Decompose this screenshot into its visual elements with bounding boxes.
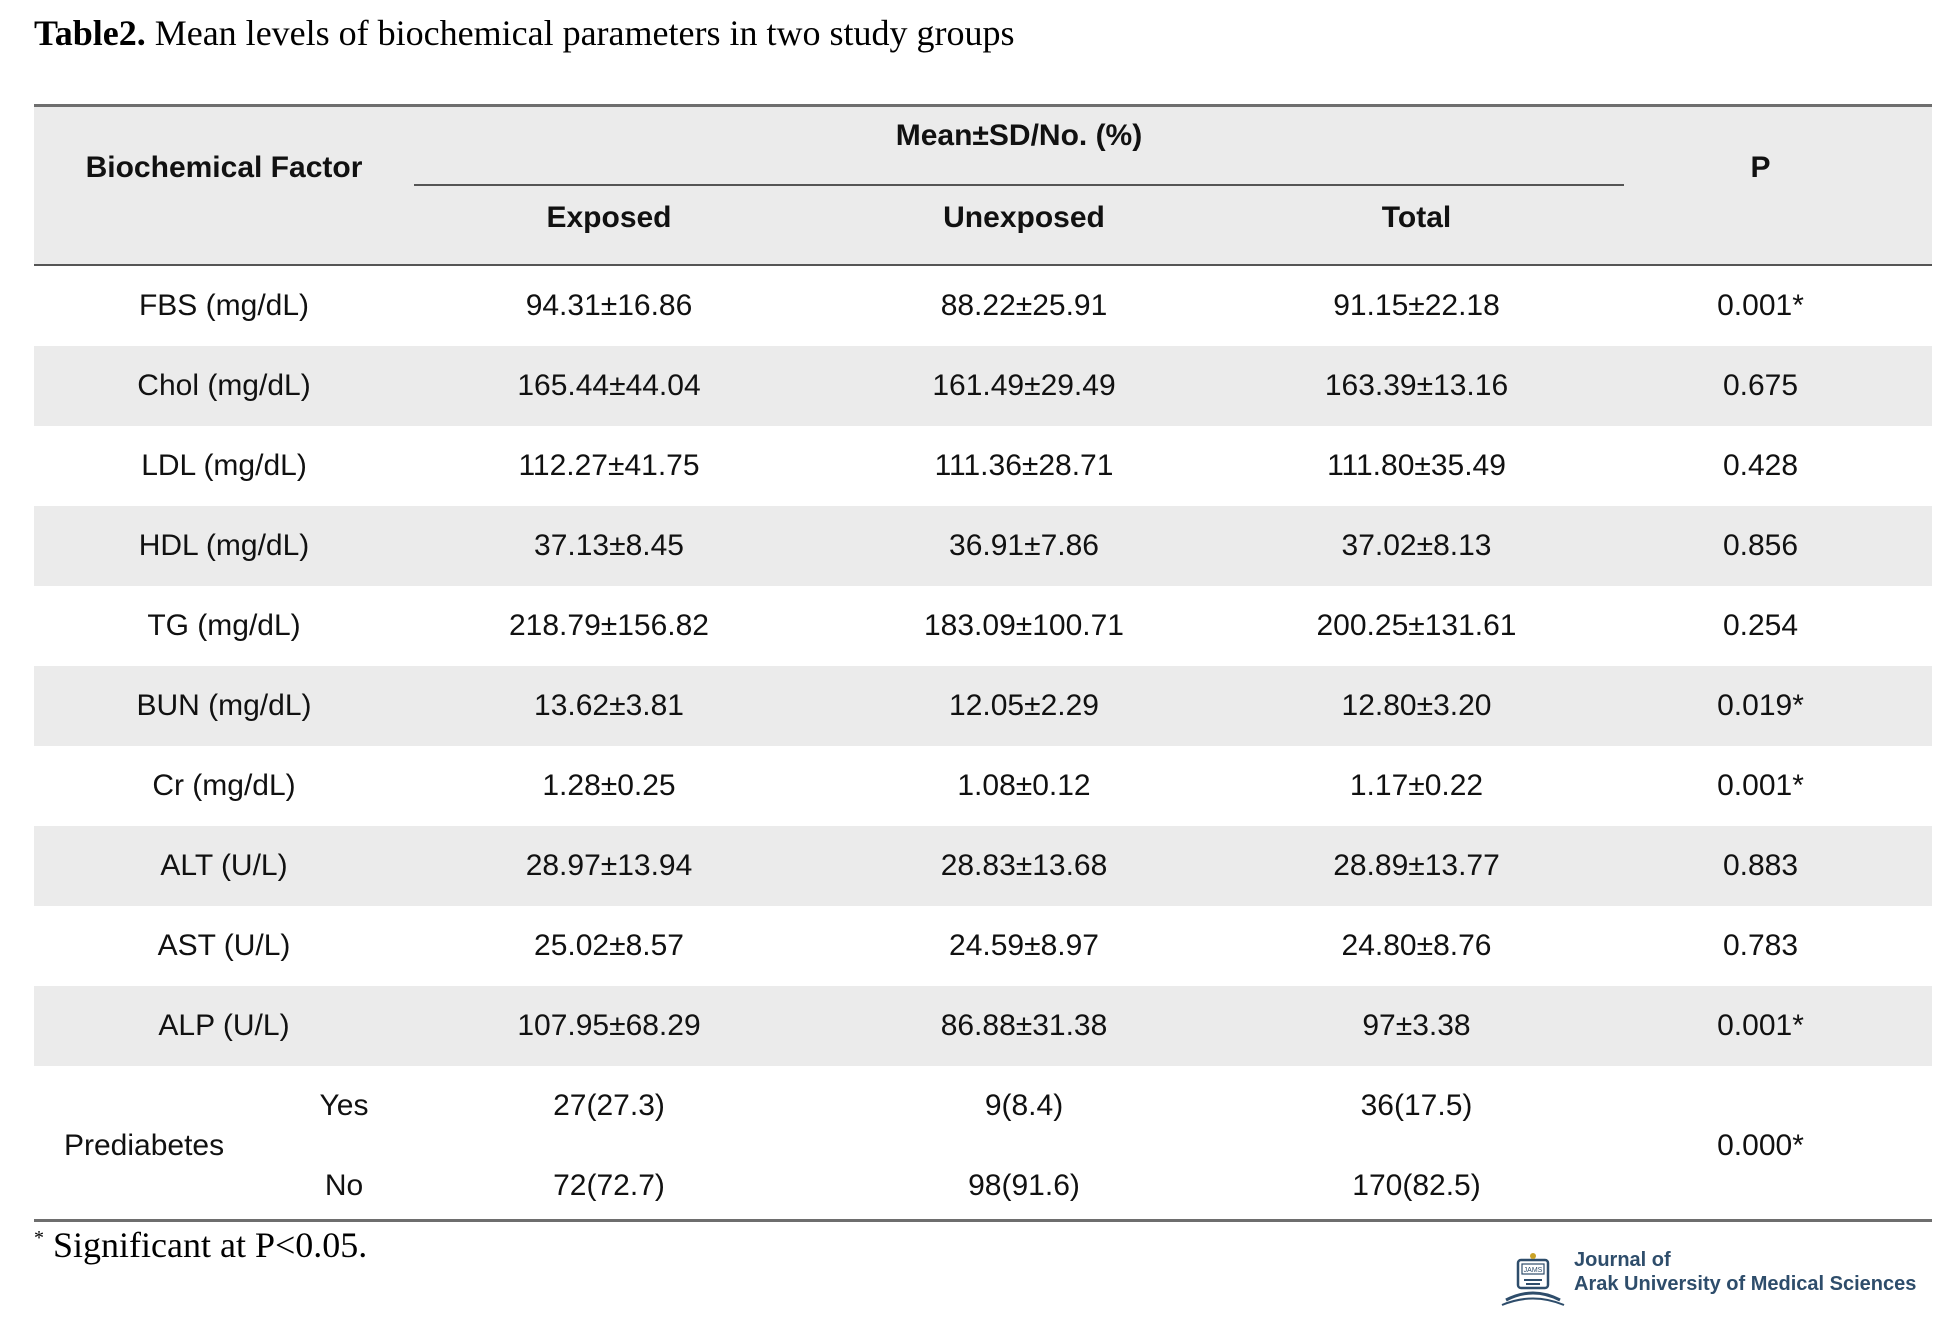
journal-name-line2: Arak University of Medical Sciences	[1574, 1273, 1917, 1295]
cell-p: 0.856	[1722, 529, 1799, 562]
cell-factor: ALT (U/L)	[160, 849, 288, 882]
cell-total: 163.39±13.16	[1324, 369, 1509, 402]
prediabetes-yes-unexposed: 9(8.4)	[984, 1089, 1064, 1122]
cell-p: 0.001*	[1717, 1009, 1804, 1042]
journal-logo: JAMS Journal of Arak University of Medic…	[1498, 1246, 1938, 1310]
cell-factor: Chol (mg/dL)	[137, 369, 311, 402]
cell-p: 0.783	[1722, 929, 1799, 962]
cell-unexposed: 86.88±31.38	[940, 1009, 1108, 1042]
header-group-rule	[414, 184, 1624, 186]
table-row: LDL (mg/dL) 112.27±41.75 111.36±28.71 11…	[34, 426, 1932, 506]
table-row: TG (mg/dL) 218.79±156.82 183.09±100.71 2…	[34, 586, 1932, 666]
cell-exposed: 13.62±3.81	[534, 689, 684, 722]
header-exposed: Exposed	[546, 201, 672, 234]
cell-unexposed: 12.05±2.29	[949, 689, 1099, 722]
table-row: FBS (mg/dL) 94.31±16.86 88.22±25.91 91.1…	[34, 266, 1932, 346]
footnote-text: Significant at P<0.05.	[44, 1225, 368, 1265]
cell-total: 28.89±13.77	[1333, 849, 1500, 882]
table-row: Cr (mg/dL) 1.28±0.25 1.08±0.12 1.17±0.22…	[34, 746, 1932, 826]
prediabetes-no-unexposed: 98(91.6)	[968, 1169, 1080, 1202]
cell-exposed: 94.31±16.86	[525, 289, 693, 322]
journal-name: Journal of Arak University of Medical Sc…	[1574, 1248, 1916, 1296]
cell-p: 0.001*	[1717, 289, 1804, 322]
cell-factor: TG (mg/dL)	[147, 609, 301, 642]
cell-p: 0.883	[1722, 849, 1799, 882]
table-row: AST (U/L) 25.02±8.57 24.59±8.97 24.80±8.…	[34, 906, 1932, 986]
table-footnote: * Significant at P<0.05.	[34, 1224, 367, 1266]
cell-p: 0.019*	[1717, 689, 1804, 722]
prediabetes-no-label: No	[324, 1169, 364, 1202]
cell-total: 200.25±131.61	[1316, 609, 1517, 642]
header-total: Total	[1381, 201, 1452, 234]
cell-unexposed: 111.36±28.71	[934, 449, 1114, 482]
cell-unexposed: 183.09±100.71	[924, 609, 1124, 642]
cell-factor: AST (U/L)	[157, 929, 291, 962]
table-row: BUN (mg/dL) 13.62±3.81 12.05±2.29 12.80±…	[34, 666, 1932, 746]
cell-p: 0.675	[1722, 369, 1799, 402]
table-row: ALP (U/L) 107.95±68.29 86.88±31.38 97±3.…	[34, 986, 1932, 1066]
cell-total: 37.02±8.13	[1341, 529, 1492, 562]
table-header: Biochemical Factor Mean±SD/No. (%) Expos…	[34, 107, 1932, 266]
header-biochemical-factor: Biochemical Factor	[85, 151, 363, 184]
prediabetes-no-exposed: 72(72.7)	[553, 1169, 665, 1202]
table-number: Table2.	[34, 13, 146, 53]
cell-unexposed: 1.08±0.12	[957, 769, 1091, 802]
cell-p: 0.428	[1722, 449, 1799, 482]
cell-exposed: 37.13±8.45	[534, 529, 684, 562]
prediabetes-no-total: 170(82.5)	[1352, 1169, 1481, 1202]
cell-unexposed: 36.91±7.86	[949, 529, 1099, 562]
cell-factor: LDL (mg/dL)	[141, 449, 307, 482]
cell-exposed: 25.02±8.57	[534, 929, 684, 962]
cell-exposed: 218.79±156.82	[509, 609, 709, 642]
table-row: HDL (mg/dL) 37.13±8.45 36.91±7.86 37.02±…	[34, 506, 1932, 586]
journal-emblem-icon: JAMS	[1501, 1253, 1565, 1306]
prediabetes-yes-exposed: 27(27.3)	[553, 1089, 665, 1122]
cell-exposed: 165.44±44.04	[517, 369, 701, 402]
cell-factor: FBS (mg/dL)	[138, 289, 310, 322]
prediabetes-yes-total: 36(17.5)	[1360, 1089, 1473, 1122]
table-title: Mean levels of biochemical parameters in…	[145, 13, 1015, 53]
table-caption: Table2. Mean levels of biochemical param…	[34, 12, 1014, 54]
cell-factor: Cr (mg/dL)	[152, 769, 296, 802]
cell-exposed: 107.95±68.29	[517, 1009, 701, 1042]
cell-total: 12.80±3.20	[1341, 689, 1492, 722]
cell-unexposed: 28.83±13.68	[940, 849, 1108, 882]
cell-total: 91.15±22.18	[1333, 289, 1500, 322]
prediabetes-yes-label: Yes	[319, 1089, 369, 1122]
cell-factor: BUN (mg/dL)	[136, 689, 312, 722]
journal-name-line1: Journal of	[1574, 1249, 1671, 1271]
cell-total: 24.80±8.76	[1341, 929, 1492, 962]
cell-factor: ALP (U/L)	[158, 1009, 290, 1042]
cell-unexposed: 161.49±29.49	[932, 369, 1116, 402]
table-row: Chol (mg/dL) 165.44±44.04 161.49±29.49 1…	[34, 346, 1932, 426]
cell-unexposed: 88.22±25.91	[940, 289, 1108, 322]
header-unexposed: Unexposed	[943, 201, 1105, 234]
prediabetes-p: 0.000*	[1717, 1129, 1804, 1162]
header-p: P	[1750, 151, 1771, 184]
cell-p: 0.254	[1722, 609, 1799, 642]
cell-exposed: 112.27±41.75	[518, 449, 700, 482]
cell-p: 0.001*	[1717, 769, 1804, 802]
logo-mark-text: JAMS	[1524, 1267, 1543, 1274]
cell-exposed: 1.28±0.25	[542, 769, 676, 802]
table-top-rule	[34, 104, 1932, 107]
cell-total: 1.17±0.22	[1349, 769, 1484, 802]
prediabetes-label: Prediabetes	[64, 1129, 225, 1162]
cell-unexposed: 24.59±8.97	[949, 929, 1099, 962]
prediabetes-row-group: Prediabetes Yes 27(27.3) 9(8.4) 36(17.5)…	[34, 1066, 1932, 1226]
cell-factor: HDL (mg/dL)	[138, 529, 310, 562]
cell-total: 111.80±35.49	[1327, 449, 1506, 482]
cell-exposed: 28.97±13.94	[525, 849, 693, 882]
cell-total: 97±3.38	[1362, 1009, 1471, 1042]
table-bottom-rule	[34, 1219, 1932, 1222]
table-row: ALT (U/L) 28.97±13.94 28.83±13.68 28.89±…	[34, 826, 1932, 906]
header-group: Mean±SD/No. (%)	[895, 119, 1143, 152]
footnote-mark: *	[34, 1227, 44, 1249]
